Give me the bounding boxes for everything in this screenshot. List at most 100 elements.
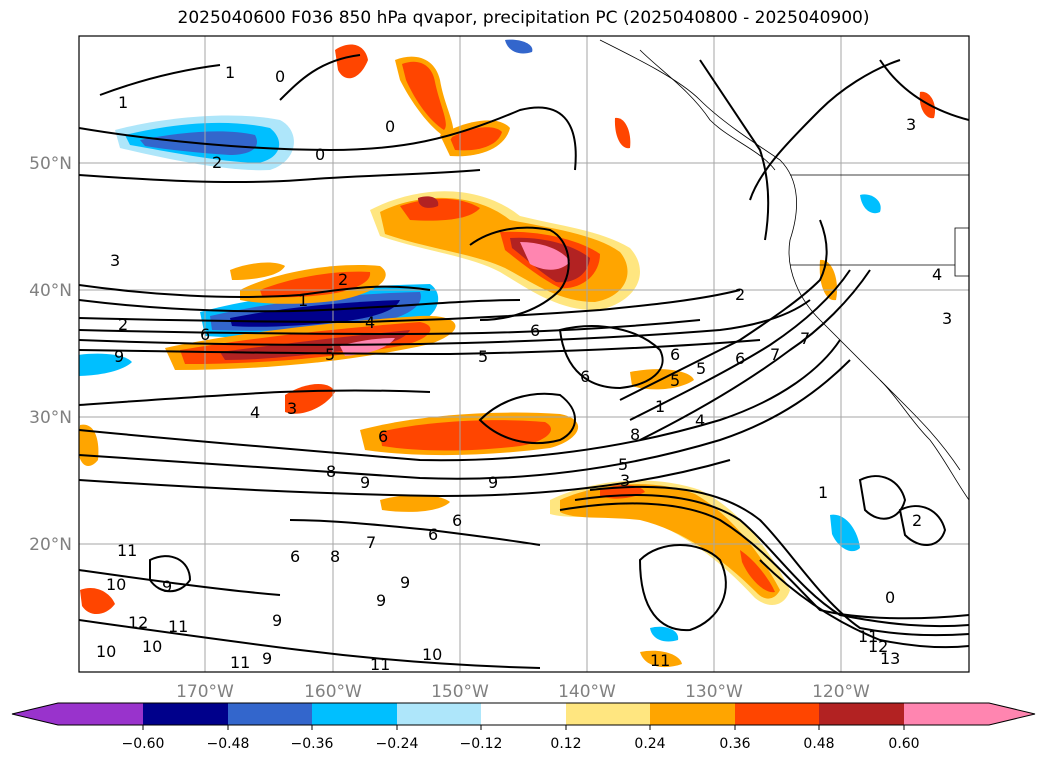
colorbar-tick-label: −0.36 (291, 736, 334, 752)
lon-label-170w: 170°W (176, 682, 234, 702)
colorbar-segment (12, 703, 58, 725)
contour-label: 3 (906, 115, 916, 134)
contour-label: 2 (338, 270, 348, 289)
contour-label: 5 (696, 359, 706, 378)
contour-label: 7 (366, 533, 376, 552)
contour-label: 6 (452, 511, 462, 530)
contour-label: 0 (315, 145, 325, 164)
longitude-labels: 170°W 160°W 150°W 140°W 130°W 120°W (176, 682, 870, 702)
contour-label: 4 (250, 403, 260, 422)
colorbar-segment (819, 703, 904, 725)
contour-label: 8 (630, 425, 640, 444)
contour-label: 0 (275, 67, 285, 86)
contour-label: 9 (360, 473, 370, 492)
colorbar-outline (11, 702, 1036, 726)
qvapor-contours (79, 54, 969, 669)
lat-label-40n: 40°N (29, 281, 72, 301)
contour-label: 8 (326, 462, 336, 481)
contour-label: 4 (695, 411, 705, 430)
contour-label: 6 (428, 525, 438, 544)
lat-label-30n: 30°N (29, 408, 72, 428)
colorbar-tick-label: −0.24 (376, 736, 419, 752)
contour-label: 1 (298, 291, 308, 310)
lon-label-140w: 140°W (558, 682, 616, 702)
contour-label: 3 (110, 251, 120, 270)
contour-label: 11 (230, 653, 250, 672)
contour-label: 1 (655, 397, 665, 416)
colorbar-segment (228, 703, 312, 725)
colorbar-segment (397, 703, 481, 725)
contour-label: 2 (912, 511, 922, 530)
contour-label: 6 (200, 325, 210, 344)
precip-shading (79, 39, 936, 668)
lat-label-20n: 20°N (29, 535, 72, 555)
colorbar-segment (481, 703, 566, 725)
contour-label: 10 (142, 637, 162, 656)
contour-label: 2 (212, 153, 222, 172)
contour-label: 0 (385, 117, 395, 136)
contour-label: 5 (670, 371, 680, 390)
contour-label: 9 (488, 473, 498, 492)
contour-label: 11 (168, 617, 188, 636)
contour-label: 5 (478, 347, 488, 366)
contour-label: 7 (800, 329, 810, 348)
contour-label: 2 (118, 315, 128, 334)
lon-label-130w: 130°W (685, 682, 743, 702)
colorbar-segment (312, 703, 397, 725)
colorbar-segment (143, 703, 228, 725)
lat-label-50n: 50°N (29, 154, 72, 174)
map-border (78, 35, 970, 673)
contour-labels: 1 1 2 0 0 0 3 2 1 2 4 6 9 2 5 6 6 5 5 6 … (96, 63, 952, 672)
colorbar-segment (650, 703, 735, 725)
contour-label: 1 (118, 93, 128, 112)
contour-label: 10 (96, 642, 116, 661)
contour-label: 9 (262, 649, 272, 668)
map-title: 2025040600 F036 850 hPa qvapor, precipit… (177, 8, 870, 28)
colorbar-tick-label: 0.36 (719, 736, 750, 752)
contour-label: 1 (818, 483, 828, 502)
colorbar-segment (735, 703, 819, 725)
colorbar-segment (904, 703, 989, 725)
contour-label: 11 (650, 651, 670, 670)
contour-label: 12 (128, 613, 148, 632)
lon-label-160w: 160°W (304, 682, 362, 702)
colorbar-tick-label: 0.24 (634, 736, 665, 752)
colorbar-segment (989, 703, 1035, 725)
colorbar-tick-label: 0.60 (888, 736, 919, 752)
contour-label: 11 (117, 541, 137, 560)
contour-label: 9 (162, 577, 172, 596)
contour-label: 1 (225, 63, 235, 82)
contour-label: 12 (868, 637, 888, 656)
latitude-labels: 50°N 40°N 30°N 20°N (29, 154, 72, 555)
contour-label: 10 (106, 575, 126, 594)
contour-label: 10 (422, 645, 442, 664)
contour-label: 9 (376, 591, 386, 610)
contour-label: 3 (620, 471, 630, 490)
contour-label: 6 (670, 345, 680, 364)
colorbar: −0.60 −0.48 −0.36 −0.24 −0.12 0.12 0.24 … (11, 702, 1036, 752)
contour-label: 0 (885, 588, 895, 607)
contour-label: 6 (580, 367, 590, 386)
coastline (599, 39, 969, 501)
colorbar-tick-label: −0.60 (122, 736, 165, 752)
contour-label: 13 (880, 649, 900, 668)
contour-label: 6 (378, 427, 388, 446)
lon-label-120w: 120°W (812, 682, 870, 702)
contour-label: 5 (325, 345, 335, 364)
contour-label: 4 (365, 313, 375, 332)
colorbar-tick-label: 0.48 (803, 736, 834, 752)
contour-label: 3 (942, 309, 952, 328)
colorbar-segment (58, 703, 143, 725)
contour-label: 6 (290, 547, 300, 566)
contour-label: 6 (530, 321, 540, 340)
contour-label: 9 (400, 573, 410, 592)
contour-label: 3 (287, 399, 297, 418)
contour-label: 8 (330, 547, 340, 566)
contour-label: 7 (770, 345, 780, 364)
contour-label: 2 (735, 285, 745, 304)
contour-label: 9 (114, 347, 124, 366)
contour-label: 6 (735, 349, 745, 368)
lon-label-150w: 150°W (431, 682, 489, 702)
colorbar-tick-label: 0.12 (550, 736, 581, 752)
